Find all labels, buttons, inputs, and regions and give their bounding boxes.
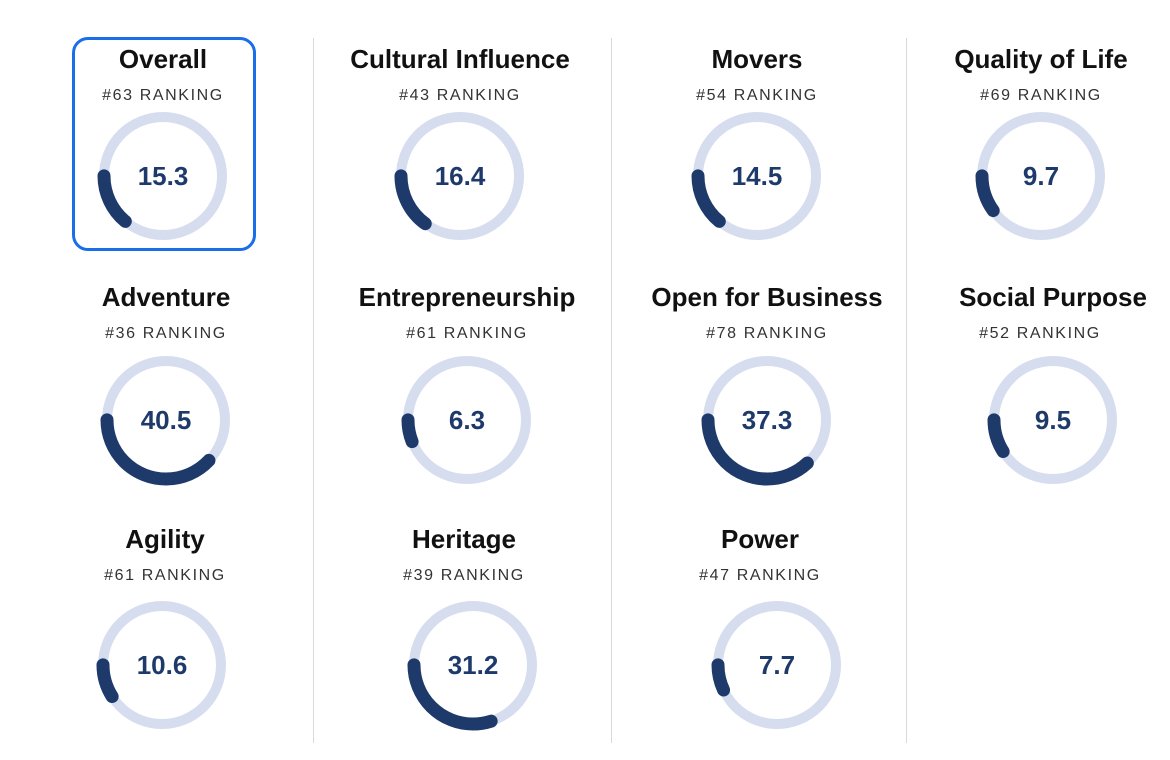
- column-divider-2: [611, 38, 612, 743]
- metric-card-heritage[interactable]: Heritage #39 RANKING 31.2: [334, 526, 594, 736]
- metric-title: Entrepreneurship: [358, 282, 576, 312]
- metric-ranking: #52 RANKING: [979, 325, 1101, 342]
- metric-ranking: #43 RANKING: [399, 87, 521, 104]
- score-gauge: 16.4: [394, 110, 526, 242]
- metric-card-quality-of-life[interactable]: Quality of Life #69 RANKING 9.7: [911, 46, 1170, 246]
- metric-ranking: #69 RANKING: [980, 87, 1102, 104]
- metric-title: Agility: [125, 524, 205, 554]
- score-gauge: 40.5: [100, 354, 232, 486]
- metric-title: Quality of Life: [954, 44, 1128, 74]
- metric-score: 7.7: [758, 650, 796, 680]
- metric-score: 14.5: [731, 161, 783, 191]
- metric-card-movers[interactable]: Movers #54 RANKING 14.5: [627, 46, 887, 246]
- metric-ranking: #78 RANKING: [706, 325, 828, 342]
- score-gauge: 7.7: [711, 599, 843, 731]
- metric-title: Adventure: [101, 282, 231, 312]
- metric-ranking: #63 RANKING: [102, 87, 224, 104]
- metric-ranking: #39 RANKING: [403, 567, 525, 584]
- metric-title: Power: [720, 524, 800, 554]
- metric-card-power[interactable]: Power #47 RANKING 7.7: [630, 526, 890, 736]
- metric-score: 40.5: [140, 405, 192, 435]
- score-gauge: 9.5: [987, 354, 1119, 486]
- column-divider-3: [906, 38, 907, 743]
- metric-card-cultural-influence[interactable]: Cultural Influence #43 RANKING 16.4: [330, 46, 590, 246]
- metric-ranking: #61 RANKING: [406, 325, 528, 342]
- score-gauge: 37.3: [701, 354, 833, 486]
- metric-title: Heritage: [411, 524, 517, 554]
- metric-card-agility[interactable]: Agility #61 RANKING 10.6: [35, 526, 295, 736]
- metric-score: 16.4: [434, 161, 486, 191]
- metric-ranking: #61 RANKING: [104, 567, 226, 584]
- metric-card-open-for-business[interactable]: Open for Business #78 RANKING 37.3: [637, 284, 897, 489]
- metric-score: 9.7: [1022, 161, 1060, 191]
- metric-title: Open for Business: [651, 282, 883, 312]
- score-gauge: 14.5: [691, 110, 823, 242]
- score-gauge: 9.7: [975, 110, 1107, 242]
- metric-score: 31.2: [447, 650, 499, 680]
- score-gauge: 10.6: [96, 599, 228, 731]
- selected-metric-highlight: [72, 37, 256, 251]
- metric-title: Movers: [711, 44, 803, 74]
- score-gauge: 15.3: [97, 110, 229, 242]
- metric-ranking: #47 RANKING: [699, 567, 821, 584]
- metric-card-social-purpose[interactable]: Social Purpose #52 RANKING 9.5: [910, 284, 1170, 489]
- column-divider-1: [313, 38, 314, 743]
- score-gauge: 31.2: [407, 599, 539, 731]
- metric-card-entrepreneurship[interactable]: Entrepreneurship #61 RANKING 6.3: [337, 284, 597, 489]
- metric-title: Overall: [118, 44, 208, 74]
- metric-score: 6.3: [448, 405, 486, 435]
- metric-score: 9.5: [1034, 405, 1072, 435]
- metric-card-adventure[interactable]: Adventure #36 RANKING 40.5: [36, 284, 296, 489]
- metric-score: 15.3: [137, 161, 189, 191]
- metric-score: 37.3: [741, 405, 793, 435]
- metric-title: Social Purpose: [959, 282, 1147, 312]
- metric-ranking: #54 RANKING: [696, 87, 818, 104]
- score-gauge: 6.3: [401, 354, 533, 486]
- metric-ranking: #36 RANKING: [105, 325, 227, 342]
- metric-score: 10.6: [136, 650, 188, 680]
- metric-title: Cultural Influence: [350, 44, 570, 74]
- metric-card-overall[interactable]: Overall #63 RANKING 15.3: [33, 46, 293, 246]
